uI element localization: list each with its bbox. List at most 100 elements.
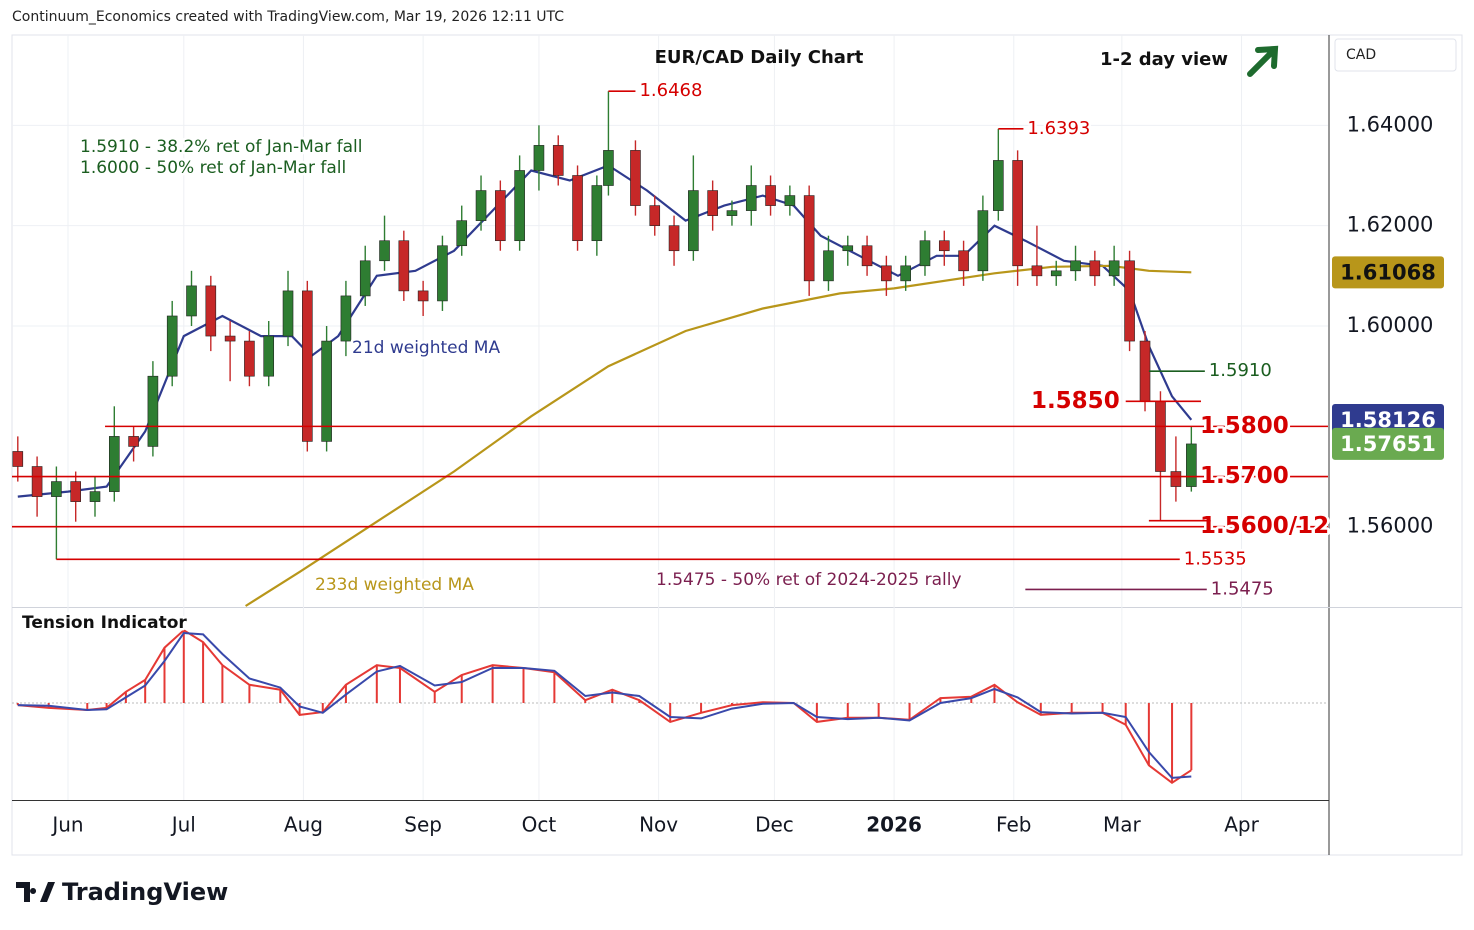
candle-body	[147, 375, 159, 447]
candle-body	[340, 295, 352, 342]
price-badge-label: 1.57651	[1340, 432, 1436, 456]
candle-body	[649, 205, 661, 226]
ma-label: 233d weighted MA	[315, 575, 474, 595]
candle-body	[1050, 270, 1062, 277]
candle-body	[1124, 260, 1135, 342]
candle-body	[1070, 260, 1081, 272]
y-tick-label: 1.60000	[1347, 313, 1434, 337]
candle-body	[31, 466, 43, 497]
level-label: 1.5600/12	[1200, 513, 1329, 539]
candle-body	[1139, 340, 1151, 402]
ma-line	[245, 264, 1192, 607]
price-badge	[1332, 427, 1444, 460]
candle-body	[437, 245, 448, 302]
annotation: 1.5910 - 38.2% ret of Jan-Mar fall	[80, 137, 362, 157]
candle-body	[495, 190, 506, 242]
level-label: 1.6468	[639, 80, 702, 101]
candle-body	[205, 285, 217, 337]
candle-body	[417, 290, 429, 302]
level-label: 1.6393	[1027, 118, 1090, 139]
y-tick-label: 1.56000	[1347, 514, 1434, 538]
x-tick-label: Oct	[522, 813, 557, 837]
currency: CAD	[1346, 47, 1376, 63]
frame	[11, 34, 1463, 856]
candle-body	[224, 335, 236, 342]
candle-body	[938, 240, 950, 252]
view-arrow	[1247, 45, 1279, 77]
candle-body	[745, 185, 757, 211]
candle-body	[726, 210, 738, 216]
price-badge	[1332, 256, 1444, 289]
tension-line	[17, 628, 1192, 785]
level-label: 1.5700	[1200, 463, 1289, 489]
candle-body	[1155, 400, 1166, 472]
candle-body	[70, 481, 81, 502]
candle-body	[603, 150, 614, 186]
candle-body	[321, 340, 332, 442]
level-label: 1.5475	[1211, 578, 1274, 599]
candle-body	[803, 195, 815, 282]
logo: TradingView	[62, 878, 228, 906]
price-badge-label: 1.61068	[1340, 260, 1436, 284]
candle-body	[1108, 260, 1120, 277]
header: Continuum_Economics created with Trading…	[12, 9, 565, 25]
candle-body	[900, 265, 911, 282]
candle-body	[591, 185, 603, 242]
candle-body	[51, 481, 62, 497]
candle-body	[514, 170, 525, 242]
candle-body	[128, 436, 139, 447]
x-tick-label: Jul	[170, 813, 196, 837]
candle-body	[572, 175, 583, 242]
candle-body	[842, 245, 854, 252]
candle-body	[668, 225, 680, 252]
candle-body	[533, 145, 545, 171]
candle-body	[861, 245, 873, 267]
candle-body	[359, 260, 371, 297]
chart-subtitle: 1-2 day view	[1100, 49, 1228, 70]
candle-body	[398, 240, 410, 292]
candle-body	[977, 210, 989, 272]
candle-body	[166, 315, 178, 377]
candle-body	[688, 190, 699, 252]
candle-body	[552, 145, 564, 176]
tension-line	[17, 631, 1192, 779]
candle-body	[244, 340, 255, 377]
candle-body	[379, 240, 390, 262]
x-tick-label: Nov	[639, 813, 678, 837]
x-tick-label: Feb	[996, 813, 1031, 837]
candle-body	[919, 240, 931, 267]
candle-body	[475, 190, 487, 221]
candle-body	[108, 436, 120, 492]
annotation: 1.5475 - 50% ret of 2024-2025 rally	[656, 570, 962, 590]
pane-title: Tension Indicator	[22, 613, 187, 633]
candle-body	[1012, 160, 1023, 267]
candle-body	[186, 285, 197, 317]
level-label: 1.5850	[1031, 388, 1120, 414]
x-tick-label: Aug	[284, 813, 323, 837]
candle-body	[958, 250, 969, 272]
y-tick-label: 1.64000	[1347, 112, 1434, 136]
x-tick-label: Dec	[755, 813, 794, 837]
candle-body	[784, 195, 796, 206]
candle-body	[456, 220, 468, 247]
candle-body	[823, 250, 834, 282]
currency-box	[1334, 38, 1457, 72]
x-tick-label: Apr	[1224, 813, 1259, 837]
level-label: 1.5535	[1184, 548, 1247, 569]
candle-body	[12, 451, 24, 467]
level-label: 1.5910	[1209, 360, 1272, 381]
candle-body	[1031, 265, 1043, 277]
x-tick-label: Mar	[1103, 813, 1142, 837]
y-tick-label: 1.62000	[1347, 213, 1434, 237]
x-tick-label: Sep	[404, 813, 442, 837]
chart-title: EUR/CAD Daily Chart	[655, 47, 864, 68]
ma-label: 21d weighted MA	[352, 338, 500, 358]
candle-body	[630, 150, 641, 206]
candle-body	[1170, 471, 1182, 487]
candle-body	[765, 185, 776, 206]
candle-body	[1089, 260, 1101, 277]
candle-body	[993, 160, 1004, 211]
candle-body	[707, 190, 718, 216]
